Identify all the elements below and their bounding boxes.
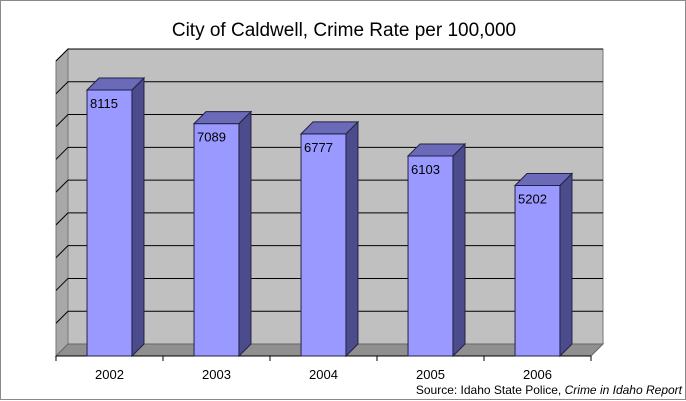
data-label: 7089	[197, 130, 226, 145]
x-axis-ticks: 2002 2003 2004 2005 2006	[55, 356, 592, 382]
data-label: 6777	[304, 140, 333, 155]
bar-side	[345, 120, 359, 358]
x-tick-label: 2004	[309, 367, 338, 382]
bar-top	[299, 121, 360, 135]
source-prefix: Source: Idaho State Police,	[416, 383, 565, 397]
bar-2006: 5202	[513, 172, 574, 358]
data-label: 6103	[411, 162, 440, 177]
bars-group: 8115 7089 6777 6103 5202	[85, 76, 574, 358]
x-tick-label: 2005	[416, 367, 445, 382]
bar-side	[452, 142, 466, 358]
bar-2002: 8115	[85, 76, 146, 358]
bar-2003: 7089	[192, 110, 253, 358]
bar-front	[300, 133, 347, 357]
data-label: 5202	[518, 191, 547, 206]
bar-side	[131, 76, 145, 358]
chart-title: City of Caldwell, Crime Rate per 100,000	[172, 20, 516, 41]
bar-front	[193, 123, 240, 357]
gridline	[55, 81, 603, 95]
source-report-title: Crime in Idaho Report	[565, 383, 683, 397]
bar-top	[513, 172, 574, 186]
gridline	[55, 48, 603, 62]
bar-front	[514, 184, 561, 357]
bar-side	[559, 172, 573, 358]
bar-side	[238, 110, 252, 358]
bar-front	[86, 89, 133, 357]
x-tick-label: 2003	[202, 367, 231, 382]
bar-2005: 6103	[406, 142, 467, 358]
x-tick-label: 2006	[523, 367, 552, 382]
source-note: Source: Idaho State Police, Crime in Ida…	[416, 383, 683, 397]
plot-side-wall	[55, 47, 69, 358]
bar-top	[85, 77, 146, 91]
bar-top	[192, 111, 253, 125]
bar-2004: 6777	[299, 120, 360, 358]
x-tick-label: 2002	[95, 367, 124, 382]
bar-top	[406, 143, 467, 157]
bar-front	[407, 155, 454, 357]
data-label: 8115	[90, 96, 118, 111]
gridline	[55, 114, 603, 127]
